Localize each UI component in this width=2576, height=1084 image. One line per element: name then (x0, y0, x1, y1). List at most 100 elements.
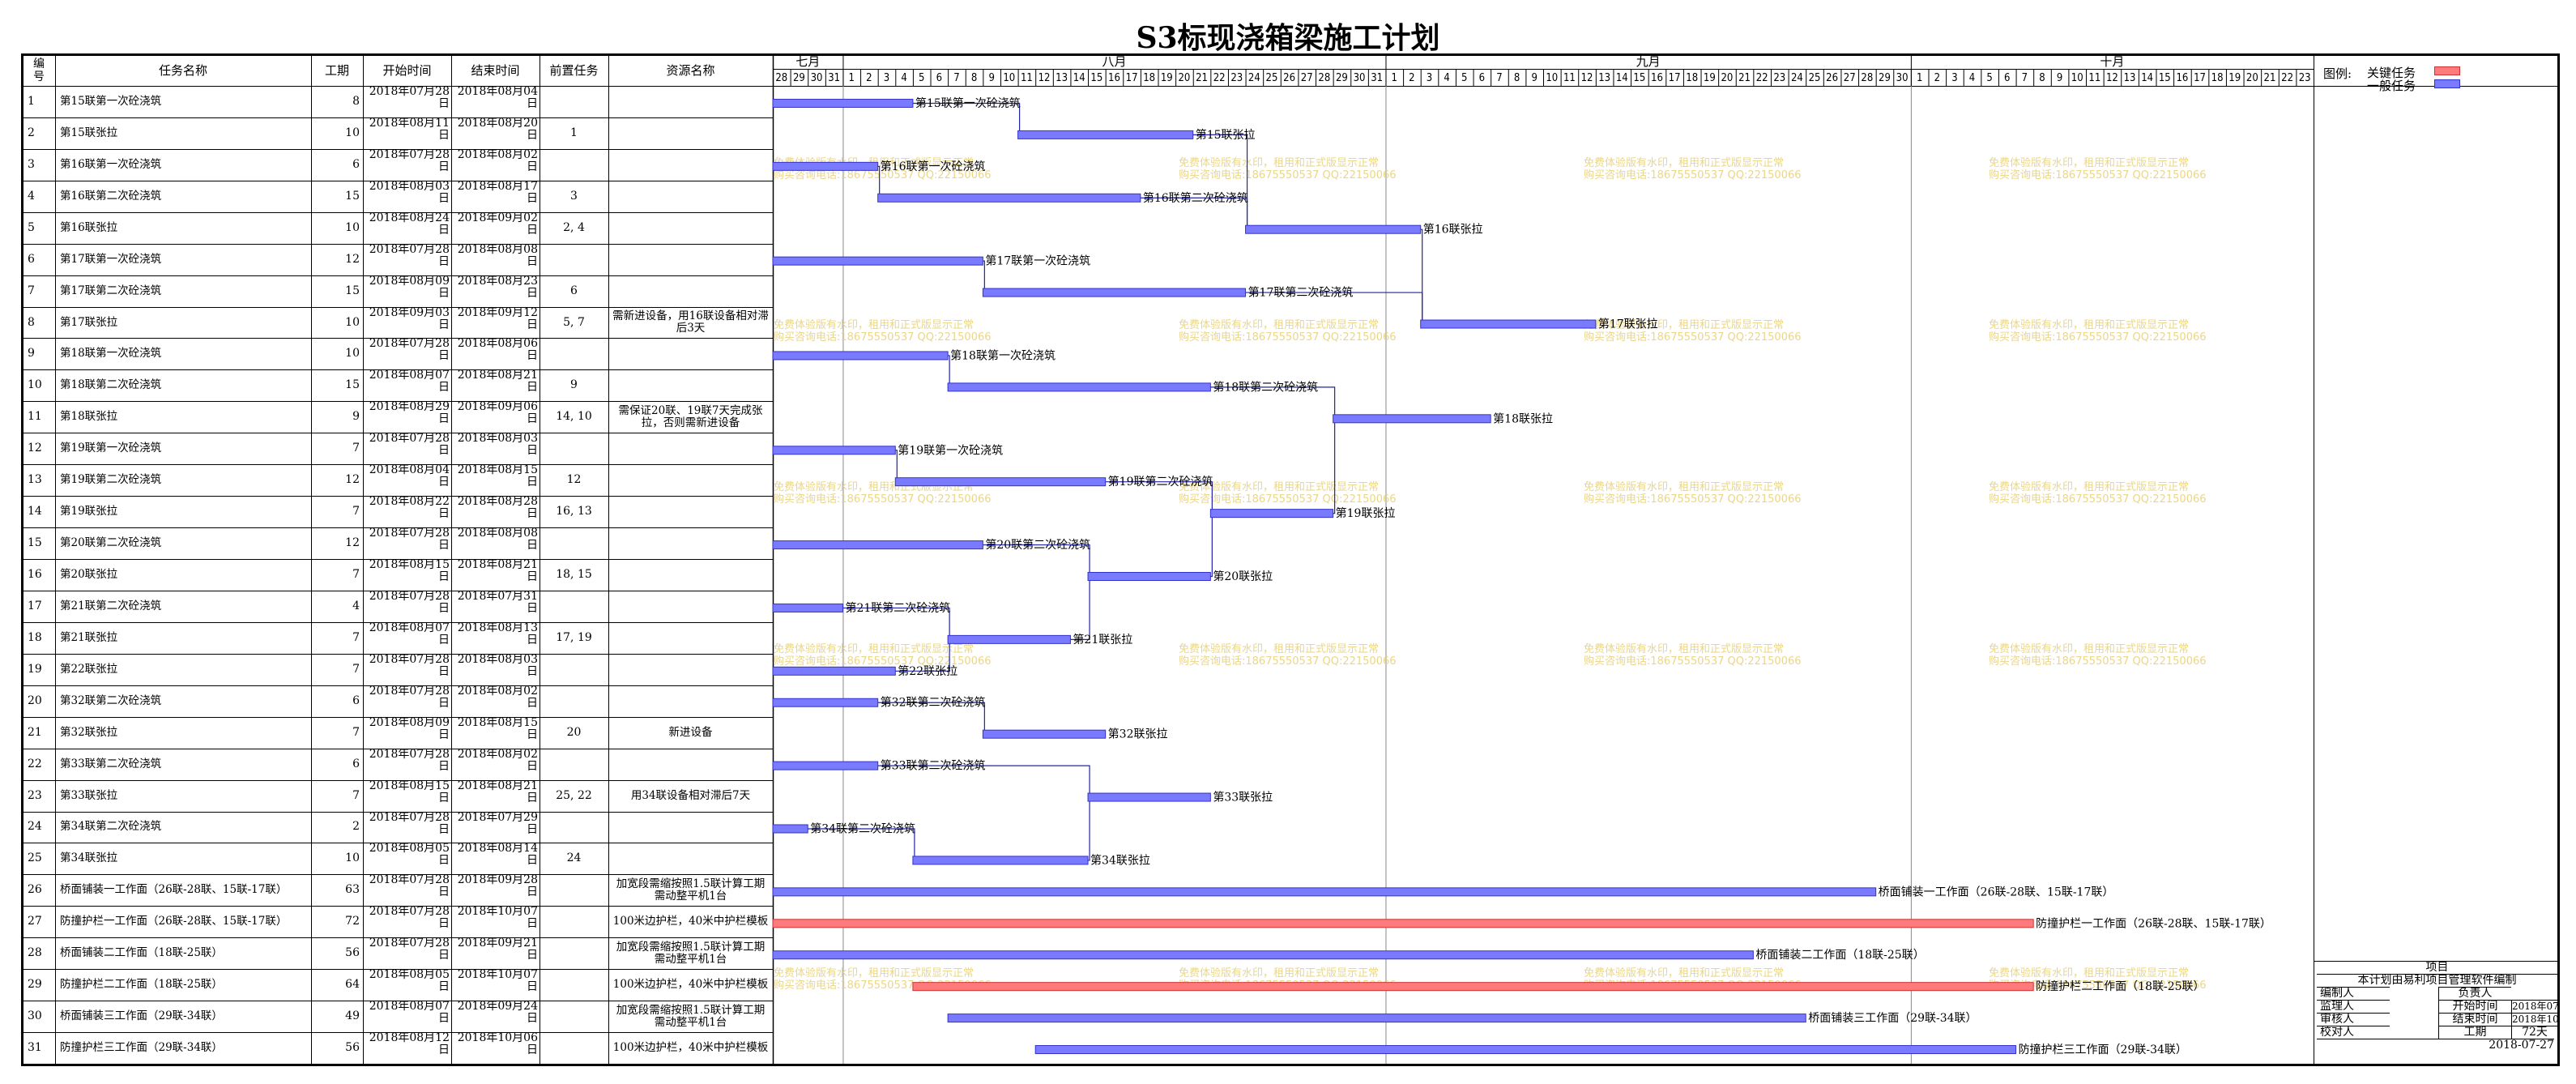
task-bar-label: 第20联第二次砼浇筑 (985, 538, 1090, 552)
task-end-cell: 2018年08月21日 (457, 369, 538, 395)
task-name-cell: 第21联第二次砼浇筑 (60, 599, 162, 612)
dependency-link (1070, 576, 1090, 640)
dependency-link (808, 828, 915, 860)
task-resource-cell: 加宽段需缩按照1.5联计算工期需动整平机1台 (616, 1003, 766, 1029)
task-name-cell: 第16联第一次砼浇筑 (60, 157, 162, 171)
task-name-cell: 第32联第二次砼浇筑 (60, 694, 162, 707)
task-end-cell: 2018年08月28日 (457, 496, 538, 521)
day-tick-label: 18 (1143, 72, 1155, 84)
day-tick-label: 9 (1531, 72, 1537, 84)
day-tick-label: 19 (1161, 72, 1173, 84)
day-tick-label: 21 (2264, 72, 2276, 84)
day-tick-label: 6 (1479, 72, 1485, 84)
day-tick-label: 28 (1318, 72, 1330, 84)
task-bar (772, 666, 896, 676)
day-tick-label: 23 (2299, 72, 2311, 84)
task-start-cell: 2018年08月07日 (369, 1001, 450, 1026)
dependency-link (983, 260, 985, 293)
day-tick-label: 8 (971, 72, 977, 84)
task-end-cell: 2018年09月02日 (457, 211, 538, 237)
task-bar (982, 729, 1107, 739)
day-tick-label: 3 (1427, 72, 1432, 84)
task-bar (1017, 130, 1194, 139)
task-duration-cell: 63 (345, 883, 360, 897)
task-name-cell: 第33联第二次砼浇筑 (60, 757, 162, 770)
task-bar (772, 603, 843, 612)
day-tick-label: 17 (1669, 72, 1681, 84)
task-start-cell: 2018年07月28日 (369, 748, 450, 773)
task-id-cell: 10 (28, 378, 42, 392)
task-bar (894, 477, 1107, 487)
task-bars: 第15联第一次砼浇筑第15联张拉第16联第一次砼浇筑第16联第二次砼浇筑第16联… (772, 96, 2271, 1056)
task-start-cell: 2018年07月28日 (369, 243, 450, 268)
header-resource: 资源名称 (666, 63, 715, 78)
task-end-cell: 2018年08月15日 (457, 464, 538, 489)
dependency-link (1192, 134, 1248, 230)
task-resource-cell: 加宽段需缩按照1.5联计算工期需动整平机1台 (616, 877, 766, 903)
watermark-text: 购买咨询电话:18675550537 QQ:22150066 (1989, 979, 2207, 992)
dependency-link (877, 765, 1090, 798)
dependency-link (1210, 513, 1213, 578)
info-label-checker: 校对人 (2317, 1026, 2390, 1039)
task-name-cell: 防撞护栏二工作面（18联-25联） (60, 978, 223, 992)
task-bar (947, 1014, 1806, 1023)
task-end-cell: 2018年07月31日 (457, 590, 538, 615)
task-pred-cell: 14, 10 (556, 410, 592, 424)
task-id-cell: 9 (28, 347, 35, 361)
task-start-cell: 2018年07月28日 (369, 148, 450, 173)
task-bar (772, 161, 879, 171)
task-duration-cell: 7 (352, 788, 360, 802)
task-bar (982, 288, 1247, 297)
task-start-cell: 2018年08月04日 (369, 464, 450, 489)
day-tick-label: 8 (1514, 72, 1520, 84)
task-duration-cell: 12 (345, 536, 360, 550)
day-tick-label: 4 (901, 72, 906, 84)
day-tick-label: 29 (1336, 72, 1348, 84)
task-duration-cell: 6 (352, 694, 360, 707)
dependency-link (1088, 797, 1090, 861)
task-duration-cell: 12 (345, 473, 360, 487)
task-start-cell: 2018年08月07日 (369, 369, 450, 395)
task-duration-cell: 7 (352, 662, 360, 676)
day-tick-label: 25 (1809, 72, 1821, 84)
task-end-cell: 2018年08月21日 (457, 559, 538, 584)
dependency-link (948, 355, 950, 387)
task-pred-cell: 16, 13 (556, 505, 592, 519)
task-bar (912, 856, 1089, 865)
header-pred: 前置任务 (549, 63, 599, 78)
task-resource-cell: 100米边护栏，40米中护栏模板 (612, 1041, 769, 1055)
task-start-cell: 2018年07月28日 (369, 685, 450, 710)
header-start: 开始时间 (382, 63, 432, 78)
task-bar (772, 256, 983, 266)
task-name-cell: 第19联张拉 (60, 505, 118, 519)
task-name-cell: 第18联第一次砼浇筑 (60, 347, 162, 361)
task-duration-cell: 7 (352, 725, 360, 739)
info-project-label: 项目 (2317, 961, 2557, 974)
task-duration-cell: 7 (352, 567, 360, 581)
task-start-cell: 2018年08月15日 (369, 779, 450, 804)
day-tick-label: 18 (2211, 72, 2224, 84)
task-duration-cell: 2 (352, 820, 360, 834)
day-tick-label: 13 (1056, 72, 1068, 84)
task-id-cell: 28 (28, 946, 42, 960)
task-end-cell: 2018年08月13日 (457, 621, 538, 647)
task-pred-cell: 12 (566, 473, 582, 487)
day-tick-label: 21 (1196, 72, 1208, 84)
task-bar (772, 98, 914, 108)
task-bar (947, 634, 1071, 644)
watermark-text: 免费体验版有水印，租用和正式版显示正常 (1989, 480, 2189, 493)
task-end-cell: 2018年08月06日 (457, 338, 538, 363)
task-name-cell: 第15联张拉 (60, 126, 118, 139)
watermark-text: 免费体验版有水印，租用和正式版显示正常 (1179, 480, 1379, 493)
task-id-cell: 29 (28, 978, 42, 992)
dependency-link (895, 639, 950, 672)
task-bar-label: 第16联第二次砼浇筑 (1143, 191, 1248, 205)
dependency-link (983, 544, 1090, 577)
task-start-cell: 2018年08月09日 (369, 275, 450, 300)
task-start-cell: 2018年07月28日 (369, 338, 450, 363)
day-tick-label: 7 (1496, 72, 1502, 84)
watermark-text: 免费体验版有水印，租用和正式版显示正常 (774, 642, 974, 655)
task-bar-label: 第32联第二次砼浇筑 (881, 696, 986, 710)
task-bar-label: 第22联张拉 (898, 664, 957, 678)
watermark-text: 免费体验版有水印，租用和正式版显示正常 (1989, 642, 2189, 655)
